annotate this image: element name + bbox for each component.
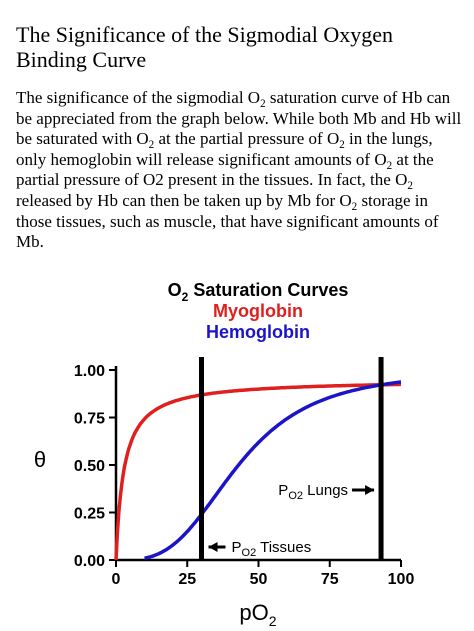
body-text: storage in those tissues, such as muscle… bbox=[16, 190, 439, 252]
body-paragraph: The significance of the sigmodial O2 sat… bbox=[16, 88, 466, 253]
plot-area: 0.00 0.25 0.50 0.75 1.00 0 25 50 75 100 PO2 Tissue… bbox=[74, 357, 415, 588]
subscript: 2 bbox=[386, 159, 393, 172]
legend-hemoglobin: Hemoglobin bbox=[206, 322, 310, 342]
arrow-head-tissues bbox=[208, 542, 218, 552]
series-line-hemoglobin bbox=[144, 380, 402, 560]
marker-label-tissues: PO2 Tissues bbox=[232, 539, 312, 559]
chart-title: O2 Saturation Curves bbox=[168, 280, 349, 304]
x-axis-label: pO2 bbox=[239, 600, 276, 629]
chart-svg: O2 Saturation Curves Myoglobin Hemoglobi… bbox=[34, 280, 415, 629]
x-tick-label: 0 bbox=[112, 571, 121, 588]
legend-myoglobin: Myoglobin bbox=[213, 301, 303, 321]
series-line-myoglobin bbox=[114, 382, 402, 561]
x-tick-label: 75 bbox=[321, 571, 339, 588]
x-tick-label: 50 bbox=[250, 571, 268, 588]
subscript: 2 bbox=[351, 200, 358, 213]
y-tick-label: 0.25 bbox=[74, 506, 105, 523]
y-tick-label: 1.00 bbox=[74, 363, 105, 380]
subscript: 2 bbox=[339, 139, 345, 152]
body-text: saturation curve of Hb can be appreciate… bbox=[16, 88, 462, 149]
subscript: 2 bbox=[260, 97, 266, 110]
body-text: released by Hb can then be taken up by M… bbox=[16, 190, 352, 210]
body-text: in the lungs, only hemoglobin will relea… bbox=[16, 129, 433, 169]
saturation-chart: O2 Saturation Curves Myoglobin Hemoglobi… bbox=[0, 270, 474, 631]
x-tick-label: 100 bbox=[388, 571, 415, 588]
body-text: The significance of the sigmodial O bbox=[16, 88, 261, 107]
arrow-head-lungs bbox=[365, 485, 375, 495]
y-tick-label: 0.00 bbox=[74, 553, 105, 570]
y-tick-label: 0.75 bbox=[74, 411, 105, 428]
y-axis-label: θ bbox=[34, 447, 46, 472]
slide-title: The Significance of the Sigmodial Oxygen… bbox=[16, 22, 393, 72]
body-text: at the partial pressure of O bbox=[154, 129, 340, 149]
y-tick-label: 0.50 bbox=[74, 458, 105, 475]
body-text: at the partial pressure of O2 present in… bbox=[16, 149, 434, 190]
subscript: 2 bbox=[148, 139, 155, 152]
x-tick-label: 25 bbox=[178, 571, 196, 588]
subscript: 2 bbox=[407, 180, 413, 193]
marker-label-lungs: PO2 Lungs bbox=[278, 482, 348, 502]
